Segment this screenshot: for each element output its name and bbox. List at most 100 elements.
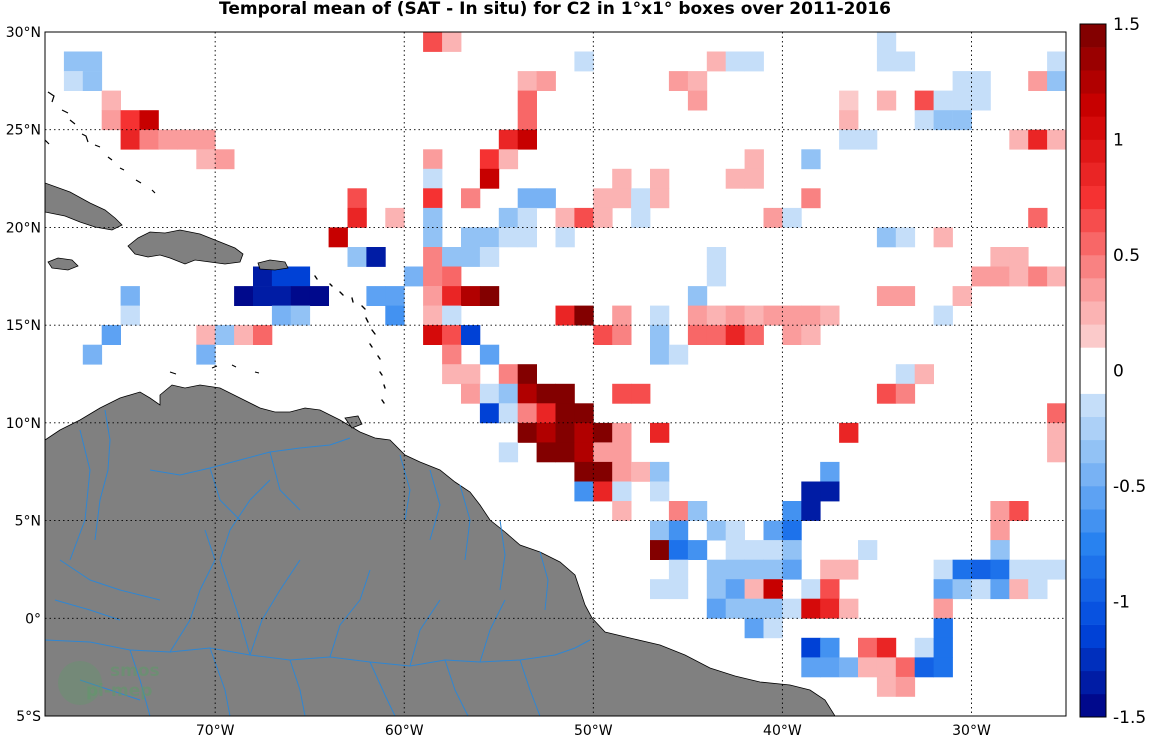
heatmap-cell: [498, 403, 519, 424]
colorbar-swatch: [1080, 278, 1106, 302]
colorbar-tick-label: 1.5: [1113, 15, 1140, 35]
heatmap-cell: [914, 90, 934, 111]
heatmap-cell: [423, 325, 443, 345]
map-area[interactable]: smos pi-mep: [44, 13, 1085, 717]
heatmap-cell: [461, 188, 481, 209]
heatmap-cell: [706, 559, 727, 580]
heatmap-cell: [650, 422, 670, 443]
heatmap-cell: [687, 305, 708, 326]
heatmap-cell: [744, 168, 764, 189]
heatmap-cell: [555, 207, 575, 228]
heatmap-cell: [347, 188, 367, 209]
heatmap-cell: [461, 227, 481, 248]
heatmap-cell: [1047, 422, 1066, 443]
colorbar-swatch: [1080, 393, 1106, 417]
heatmap-cell: [423, 188, 443, 209]
heatmap-cell: [763, 598, 783, 619]
heatmap-cell: [196, 344, 216, 365]
heatmap-cell: [687, 286, 708, 306]
heatmap-cell: [820, 598, 840, 619]
heatmap-cell: [120, 305, 140, 326]
heatmap-cell: [536, 403, 556, 424]
heatmap-cell: [1028, 266, 1048, 287]
heatmap-cell: [1047, 559, 1066, 580]
trinidad-land: [344, 415, 363, 429]
heatmap-cell: [612, 168, 632, 189]
colorbar-swatch: [1080, 462, 1106, 487]
heatmap-cell: [177, 129, 197, 150]
heatmap-cell: [461, 383, 481, 404]
heatmap-cell: [423, 149, 443, 170]
heatmap-cell: [423, 207, 443, 228]
west-rivers: [54, 559, 161, 701]
heatmap-cell: [895, 51, 916, 72]
heatmap-cell: [120, 129, 140, 150]
heatmap-cell: [574, 403, 594, 424]
colorbar-swatch: [1080, 70, 1106, 94]
heatmap-cell: [687, 501, 708, 521]
heatmap-cell: [1009, 501, 1029, 521]
heatmap-cell: [498, 364, 519, 385]
heatmap-cell: [876, 657, 897, 678]
heatmap-cell: [839, 657, 859, 678]
colorbar-swatch: [1080, 347, 1106, 371]
heatmap-cell: [120, 286, 140, 306]
heatmap-cell: [744, 305, 764, 326]
colorbar-swatch: [1080, 647, 1106, 672]
heatmap-cell: [234, 286, 254, 306]
heatmap-cell: [895, 657, 916, 678]
heatmap-cell: [196, 325, 216, 345]
heatmap-cell: [612, 325, 632, 345]
heatmap-cell: [895, 383, 916, 404]
heatmap-cell: [801, 188, 821, 209]
heatmap-cell: [876, 286, 897, 306]
heatmap-cell: [309, 286, 329, 306]
heatmap-cell: [839, 90, 859, 111]
heatmap-cell: [423, 266, 443, 287]
colorbar-swatch: [1080, 324, 1106, 348]
heatmap-cell: [839, 598, 859, 619]
heatmap-cell: [555, 383, 575, 404]
heatmap-cell: [555, 403, 575, 424]
heatmap-cell: [839, 422, 859, 443]
heatmap-cell: [498, 227, 519, 248]
heatmap-cell: [517, 129, 537, 150]
heatmap-cell: [782, 305, 802, 326]
colorbar-swatch: [1080, 624, 1106, 648]
heatmap-cell: [498, 149, 519, 170]
heatmap-cell: [82, 51, 103, 72]
heatmap-cell: [952, 90, 972, 111]
heatmap-cell: [612, 501, 632, 521]
y-tick-label: 5°N: [15, 514, 41, 530]
heatmap-cell: [517, 364, 537, 385]
heatmap-cell: [442, 325, 462, 345]
graticule: [45, 32, 1066, 716]
heatmap-cell: [1047, 266, 1066, 287]
colorbar-swatch: [1080, 532, 1106, 556]
heatmap-cell: [801, 598, 821, 619]
colorbar-tick-label: 1: [1113, 131, 1124, 151]
heatmap-cell: [120, 110, 140, 131]
heatmap-cell: [858, 540, 878, 560]
heatmap-cell: [744, 559, 764, 580]
heatmap-cell: [442, 305, 462, 326]
heatmap-cell: [971, 559, 991, 580]
heatmap-cell: [971, 90, 991, 111]
heatmap-cell: [801, 579, 821, 600]
heatmap-cell: [612, 305, 632, 326]
heatmap-cell: [517, 188, 537, 209]
heatmap-cell: [423, 32, 443, 52]
guiana-rivers: [399, 454, 549, 611]
heatmap-cell: [442, 247, 462, 267]
heatmap-cell: [1028, 207, 1048, 228]
heatmap-cell: [271, 266, 292, 287]
heatmap-cell: [442, 266, 462, 287]
heatmap-cell: [668, 71, 689, 91]
orinoco-river: [149, 437, 351, 521]
amazon-river: [45, 639, 591, 667]
heatmap-cell: [952, 579, 972, 600]
heatmap-cell: [782, 501, 802, 521]
heatmap-cell: [631, 461, 651, 482]
heatmap-cell: [385, 305, 405, 326]
heatmap-cell: [876, 227, 897, 248]
